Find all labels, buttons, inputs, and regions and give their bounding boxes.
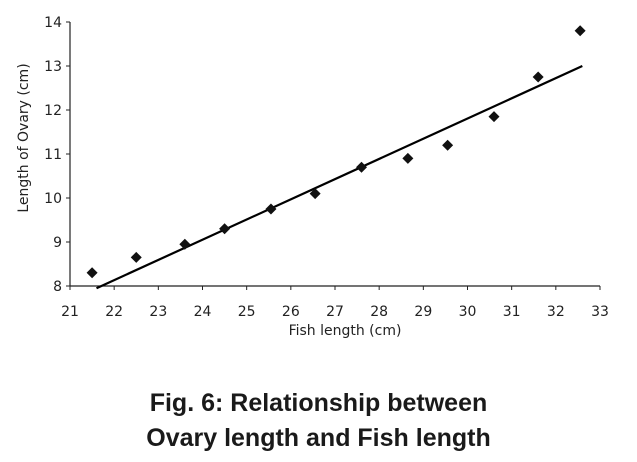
x-tick-label: 31 <box>503 304 521 320</box>
y-tick-label: 9 <box>53 235 62 251</box>
data-point-marker <box>179 238 191 250</box>
data-point-marker <box>130 251 142 263</box>
scatter-chart: 21 22 23 24 25 26 27 28 29 30 31 32 33 8 9 10 11 12 13 14 F… <box>16 15 609 339</box>
x-tick-label: 30 <box>459 304 477 320</box>
data-point-marker <box>574 25 586 37</box>
y-axis-label: Length of Ovary (cm) <box>16 63 32 212</box>
chart-axes <box>66 21 601 290</box>
y-tick-label: 8 <box>53 279 62 295</box>
y-tick-label: 11 <box>44 147 62 163</box>
x-tick-label: 32 <box>547 304 565 320</box>
tick-labels: 21 22 23 24 25 26 27 28 29 30 31 32 33 8 9 10 11 12 13 14 <box>44 15 609 320</box>
data-points <box>86 25 586 279</box>
x-tick-label: 27 <box>326 304 344 320</box>
data-point-marker <box>442 139 454 151</box>
y-tick-label: 14 <box>44 15 62 31</box>
data-point-marker <box>309 188 321 200</box>
x-axis-label: Fish length (cm) <box>289 323 402 339</box>
trendline-layer <box>96 64 583 290</box>
data-point-marker <box>219 223 231 235</box>
x-tick-label: 23 <box>149 304 167 320</box>
x-tick-label: 22 <box>105 304 123 320</box>
data-point-marker <box>265 203 277 215</box>
x-tick-label: 26 <box>282 304 300 320</box>
y-tick-label: 12 <box>44 103 62 119</box>
figure-caption-line-1: Fig. 6: Relationship between <box>149 389 488 417</box>
x-tick-label: 25 <box>238 304 256 320</box>
data-point-marker <box>86 267 98 279</box>
data-point-marker <box>356 161 367 173</box>
x-tick-label: 24 <box>194 304 212 320</box>
x-tick-label: 28 <box>370 304 388 320</box>
x-tick-label: 21 <box>61 304 79 320</box>
data-point-marker <box>402 152 414 164</box>
figure-caption-line-2: Ovary length and Fish length <box>146 424 491 452</box>
data-point-marker <box>488 111 500 123</box>
y-tick-label: 13 <box>44 59 62 75</box>
data-point-marker <box>532 71 544 83</box>
trendline <box>96 64 583 290</box>
y-tick-label: 10 <box>44 191 62 207</box>
x-tick-label: 29 <box>414 304 432 320</box>
x-tick-label: 33 <box>591 304 609 320</box>
